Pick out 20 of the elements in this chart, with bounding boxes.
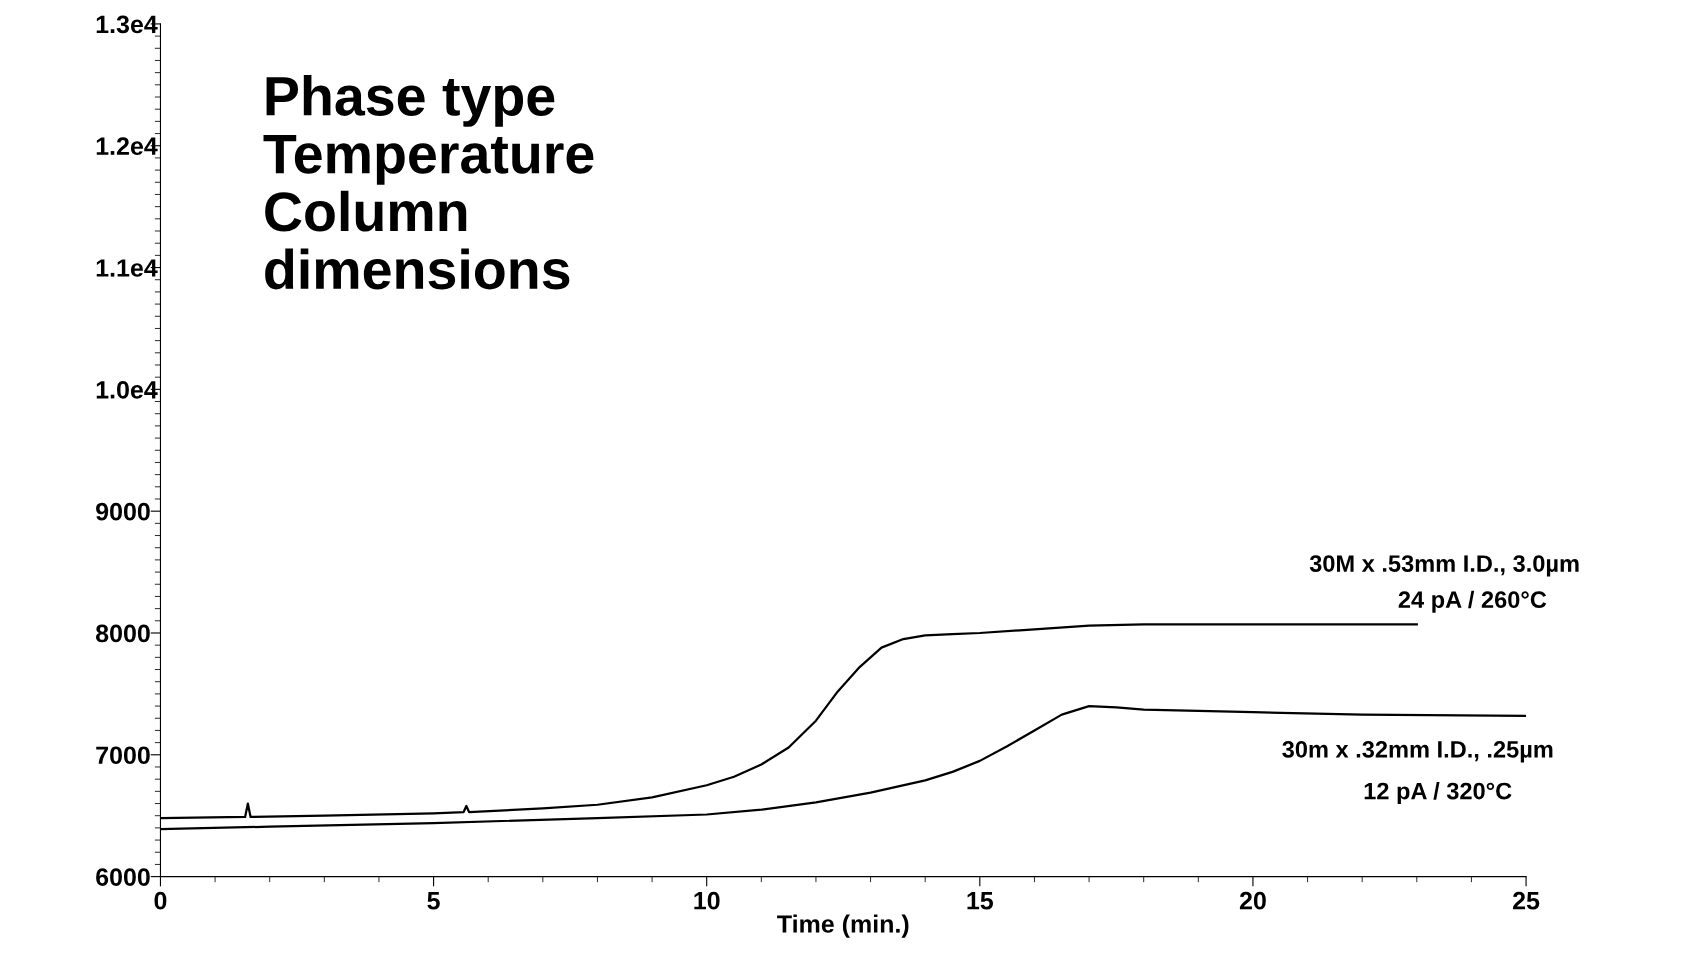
annotation: 12 pA / 320°C xyxy=(1364,782,1512,805)
series-label: 30m x .32mm I.D., .25µm xyxy=(1282,741,1553,763)
y-tick-label: 6000 xyxy=(96,868,150,886)
text: 30M x .53mm I.D., 3.0µm xyxy=(1309,555,1579,577)
y-tick-label: 9000 xyxy=(96,502,150,521)
y-tick-label: 1.0e4 xyxy=(96,380,158,399)
annotation: Phase type Temperature Column dimensions xyxy=(263,75,594,290)
y-tick-label: 1.1e4 xyxy=(96,259,158,277)
y-tick-label: 8000 xyxy=(95,624,150,643)
y-tick-label: 1.3e4 xyxy=(96,15,158,34)
x-axis-title: Time (min.) xyxy=(777,914,909,938)
x-tick-label: 0 xyxy=(154,891,167,910)
x-tick-label: 25 xyxy=(1513,891,1540,910)
x-tick-label: 10 xyxy=(694,891,720,910)
x-tick-label: 15 xyxy=(967,892,994,910)
annotation: 24 pA / 260°C xyxy=(1398,590,1547,613)
y-tick-label: 1.2e4 xyxy=(96,137,158,156)
x-tick-label: 20 xyxy=(1239,891,1266,910)
y-tick-label: 7000 xyxy=(96,746,150,765)
x-tick-label: 5 xyxy=(427,892,440,910)
